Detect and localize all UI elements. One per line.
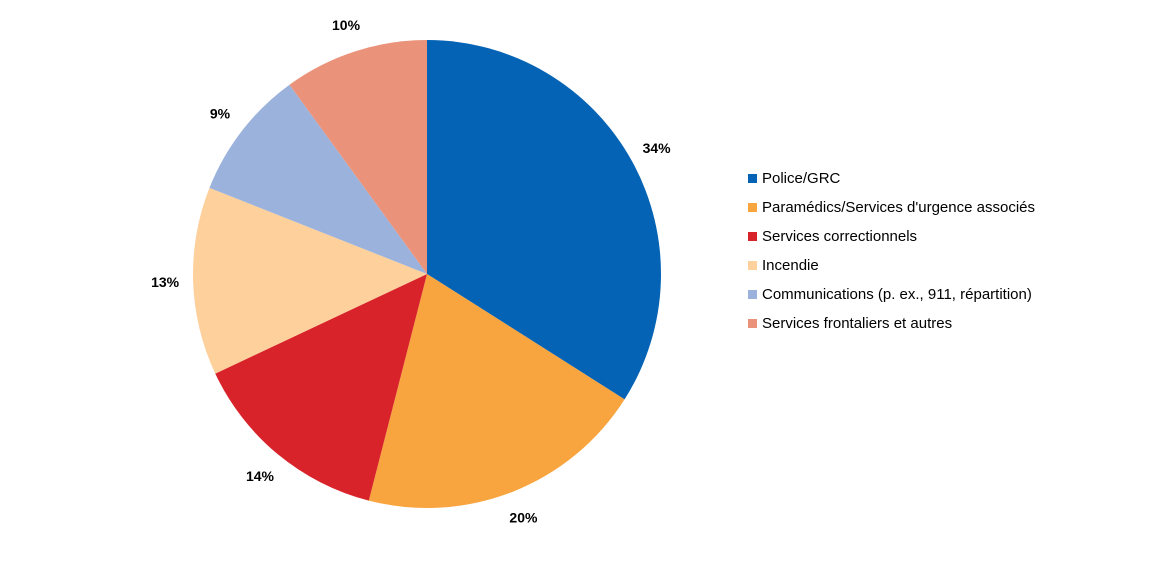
legend-swatch (748, 319, 757, 328)
legend-swatch (748, 232, 757, 241)
legend-swatch (748, 174, 757, 183)
pie-slice-1 (427, 40, 661, 400)
pie-slice-3 (215, 274, 427, 501)
legend-item-3: Services correctionnels (748, 222, 1148, 251)
legend-label: Services correctionnels (762, 228, 918, 245)
pie-slice-5 (209, 84, 427, 274)
legend-swatch (748, 290, 757, 299)
pie-slices (192, 39, 661, 508)
legend-swatch (748, 261, 757, 270)
legend-label: Paramédics/Services d'urgence associés (762, 199, 1035, 216)
legend-label: Incendie (762, 257, 819, 274)
legend-item-1: Police/GRC (748, 164, 1148, 193)
legend-label: Communications (p. ex., 911, répartition… (762, 286, 1032, 303)
legend-item-4: Incendie (748, 251, 1148, 280)
data-label-5: 9% (210, 105, 231, 121)
legend-item-5: Communications (p. ex., 911, répartition… (748, 280, 1148, 309)
legend-item-6: Services frontaliers et autres (748, 309, 1148, 338)
data-label-1: 34% (643, 140, 672, 156)
legend-swatch (748, 203, 757, 212)
legend-item-2: Paramédics/Services d'urgence associés (748, 193, 1148, 222)
data-label-2: 20% (509, 510, 538, 526)
data-label-6: 10% (332, 17, 361, 33)
pie-slice-2 (368, 274, 625, 508)
pie-slice-6 (289, 39, 427, 274)
legend-label: Police/GRC (762, 170, 841, 187)
pie-data-labels: 34% 20% 14% 13% 9% 10% (151, 17, 671, 526)
pie-slice-4 (192, 187, 427, 374)
data-label-3: 14% (246, 468, 275, 484)
legend-label: Services frontaliers et autres (762, 315, 953, 332)
data-label-4: 13% (151, 274, 180, 290)
legend: Police/GRC Paramédics/Services d'urgence … (748, 164, 1148, 338)
